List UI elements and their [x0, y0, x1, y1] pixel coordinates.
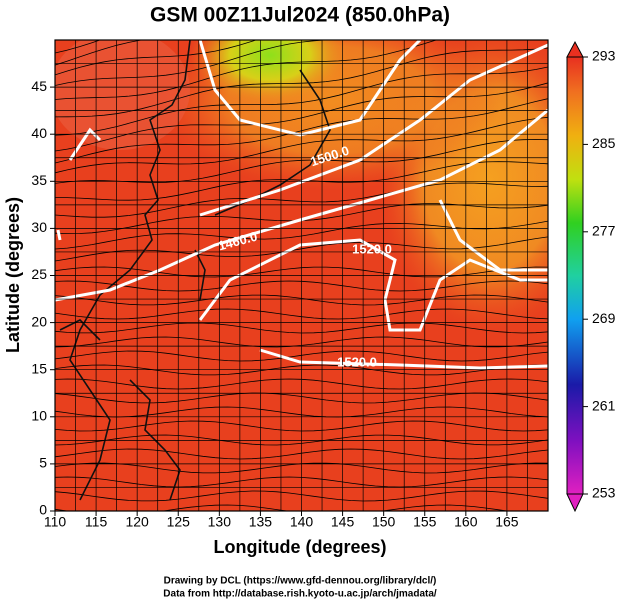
colorbar-tick-label: 285 [592, 135, 616, 151]
contour-label: 1520.0 [337, 354, 377, 369]
colorbar-tick-label: 261 [592, 397, 616, 413]
x-tick-label: 150 [372, 514, 396, 530]
x-tick-label: 130 [208, 514, 232, 530]
colorbar-cap [566, 40, 584, 58]
colorbar-tick-label: 269 [592, 310, 616, 326]
y-tick-label: 20 [31, 313, 47, 329]
y-tick-label: 35 [31, 172, 47, 188]
colorbar [566, 56, 584, 495]
y-axis-label: Latitude (degrees) [3, 197, 23, 353]
colorbar-tick-label: 293 [592, 48, 616, 64]
colorbar-tick-label: 277 [592, 223, 616, 239]
y-tick-label: 10 [31, 408, 47, 424]
x-tick-label: 115 [85, 514, 108, 530]
x-tick-label: 120 [125, 514, 149, 530]
x-tick-label: 155 [413, 514, 437, 530]
field [55, 40, 548, 511]
y-tick-label: 5 [39, 455, 47, 471]
y-tick-label: 15 [31, 360, 47, 376]
x-tick-label: 160 [454, 514, 478, 530]
y-tick-label: 45 [31, 78, 47, 94]
credit: Data from http://database.rish.kyoto-u.a… [163, 589, 437, 600]
chart-title: GSM 00Z11Jul2024 (850.0hPa) [150, 4, 450, 27]
x-tick-label: 125 [167, 514, 191, 530]
x-tick-label: 135 [249, 514, 273, 530]
y-tick-label: 40 [31, 125, 47, 141]
colorbar-cap [566, 493, 584, 513]
y-tick-label: 30 [31, 219, 47, 235]
x-tick-label: 110 [44, 514, 67, 530]
x-tick-label: 165 [495, 514, 519, 530]
x-tick-label: 145 [331, 514, 355, 530]
y-tick-label: 0 [39, 502, 47, 518]
contour-label: 1520.0 [352, 241, 392, 256]
contour [55, 40, 548, 370]
colorbar-tick-label: 253 [592, 485, 616, 501]
y-tick-label: 25 [31, 266, 47, 282]
x-axis-label: Longitude (degrees) [213, 537, 386, 557]
x-tick-label: 140 [290, 514, 314, 530]
minor-grid [55, 40, 548, 511]
credit: Drawing by DCL (https://www.gfd-dennou.o… [164, 576, 437, 587]
